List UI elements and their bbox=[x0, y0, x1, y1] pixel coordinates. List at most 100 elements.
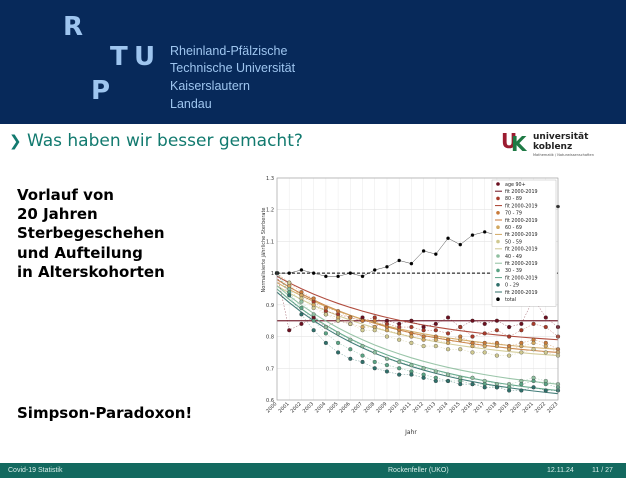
data-point bbox=[384, 369, 390, 374]
legend-marker bbox=[496, 297, 500, 301]
legend-fit-label: fit 2000-2019 bbox=[505, 203, 538, 209]
data-point bbox=[482, 385, 487, 390]
page-number: 11 / 27 bbox=[592, 467, 613, 474]
y-tick-label: 1.3 bbox=[266, 176, 274, 182]
series-line-5 bbox=[276, 272, 559, 385]
data-point bbox=[433, 378, 438, 384]
data-point bbox=[409, 261, 414, 266]
data-point bbox=[519, 350, 524, 355]
logo-letter-p: P bbox=[91, 76, 111, 106]
series-line-3 bbox=[276, 272, 559, 353]
logo-letter-u: U bbox=[134, 42, 156, 72]
data-point bbox=[494, 344, 499, 349]
data-point bbox=[397, 258, 401, 263]
data-point bbox=[299, 299, 304, 304]
data-point bbox=[445, 315, 451, 320]
data-point bbox=[372, 268, 377, 272]
data-point bbox=[482, 350, 487, 355]
data-point bbox=[324, 274, 328, 279]
logo-mark-u: U bbox=[501, 129, 517, 153]
data-point bbox=[543, 350, 548, 355]
fit-line-5 bbox=[276, 285, 559, 385]
data-point bbox=[458, 325, 463, 330]
slide-description: Vorlauf von 20 Jahren Sterbegeschehen un… bbox=[17, 186, 165, 282]
legend-marker bbox=[496, 211, 500, 215]
footer-date: 12.11.24 bbox=[547, 467, 574, 474]
legend-fit-label: fit 2000-2019 bbox=[505, 218, 538, 224]
data-point bbox=[445, 372, 451, 377]
data-point bbox=[336, 350, 341, 355]
data-point bbox=[336, 309, 341, 314]
series-line-4 bbox=[276, 272, 559, 356]
series-line-2 bbox=[276, 272, 559, 350]
fit-line-6 bbox=[276, 288, 559, 392]
data-point bbox=[384, 334, 390, 339]
legend-fit-label: fit 2000-2019 bbox=[505, 232, 538, 238]
legend-fit-label: fit 2000-2019 bbox=[505, 261, 538, 267]
data-point bbox=[360, 353, 365, 358]
data-point bbox=[519, 328, 524, 333]
legend-marker bbox=[496, 182, 500, 186]
description-line-4: und Aufteilung bbox=[17, 243, 143, 262]
data-point bbox=[409, 318, 414, 323]
data-point bbox=[421, 328, 426, 333]
data-point bbox=[445, 347, 451, 352]
chart-series bbox=[274, 192, 561, 393]
data-point bbox=[458, 347, 463, 352]
data-point bbox=[494, 328, 499, 333]
data-point bbox=[372, 328, 377, 333]
legend-fit-label: fit 2000-2019 bbox=[505, 275, 538, 281]
data-point bbox=[409, 363, 414, 368]
mortality-chart: 0.60.70.80.911.11.21.3200020012002200320… bbox=[256, 172, 591, 460]
data-point bbox=[445, 331, 451, 336]
data-point bbox=[421, 344, 426, 349]
legend-label: 0 - 29 bbox=[505, 283, 519, 289]
data-point bbox=[507, 347, 512, 352]
data-point bbox=[348, 271, 353, 275]
data-point bbox=[446, 236, 450, 241]
logo-letter-t: T bbox=[110, 42, 128, 72]
data-point bbox=[360, 344, 365, 349]
data-point bbox=[336, 340, 341, 345]
legend-label: 60 - 69 bbox=[505, 225, 522, 231]
series-line-1 bbox=[276, 272, 559, 337]
simpson-paradox-label: Simpson-Paradoxon! bbox=[17, 404, 193, 422]
data-point bbox=[470, 334, 475, 339]
university-koblenz-logo: U K universität koblenz Mathematik / Nat… bbox=[500, 128, 600, 160]
data-point bbox=[494, 385, 499, 390]
data-point bbox=[336, 318, 341, 323]
university-name-line-1: Rheinland-Pfälzische bbox=[170, 44, 288, 58]
y-tick-label: 0.6 bbox=[266, 398, 274, 404]
university-name-line-2: Technische Universität bbox=[170, 61, 296, 75]
legend-marker bbox=[496, 239, 500, 244]
logo-mark-k: K bbox=[511, 132, 528, 156]
data-point bbox=[287, 328, 292, 333]
data-point bbox=[507, 325, 512, 330]
y-axis-label: Normalisierte jährliche Sterberate bbox=[261, 208, 267, 293]
legend-fit-label: fit 2000-2019 bbox=[505, 247, 538, 253]
data-point bbox=[543, 388, 548, 393]
y-tick-label: 0.7 bbox=[266, 366, 274, 372]
fit-line-2 bbox=[276, 279, 559, 353]
data-point bbox=[482, 344, 487, 349]
legend-label: 80 - 89 bbox=[505, 196, 522, 202]
y-tick-label: 1.1 bbox=[266, 239, 274, 245]
data-point bbox=[372, 318, 377, 323]
data-point bbox=[458, 242, 463, 247]
description-line-2: 20 Jahren bbox=[17, 205, 98, 224]
logo-letter-r: R bbox=[63, 12, 84, 42]
data-point bbox=[458, 337, 463, 342]
data-point bbox=[348, 356, 353, 361]
data-point bbox=[397, 372, 402, 377]
data-point bbox=[348, 337, 353, 342]
data-point bbox=[409, 372, 414, 377]
data-point bbox=[299, 305, 304, 311]
legend-marker bbox=[496, 254, 500, 258]
data-point bbox=[543, 315, 548, 320]
data-point bbox=[323, 305, 328, 311]
data-point bbox=[384, 328, 390, 333]
data-point bbox=[385, 265, 389, 269]
data-point bbox=[470, 318, 475, 323]
data-point bbox=[519, 321, 524, 326]
